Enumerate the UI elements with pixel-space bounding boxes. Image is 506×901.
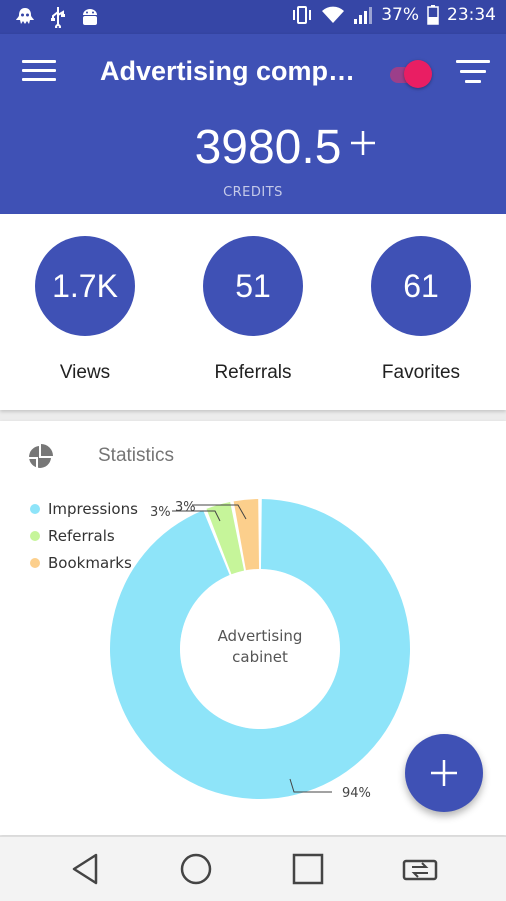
stat-referrals[interactable]: 51 Referrals: [183, 236, 323, 384]
menu-icon[interactable]: [22, 60, 56, 86]
toggle-thumb: [404, 60, 432, 88]
home-button[interactable]: [176, 851, 216, 887]
switch-sim-button[interactable]: [400, 851, 440, 887]
ghost-icon: [14, 6, 36, 28]
donut-slice-impressions: [110, 499, 410, 799]
toggle-switch[interactable]: [388, 59, 434, 89]
donut-hole: [188, 577, 332, 721]
slice-label-bookmarks: 3%: [175, 500, 196, 515]
stat-label: Favorites: [381, 362, 461, 383]
credits-value: 3980.5: [194, 121, 342, 174]
center-label-line1: Advertising: [217, 627, 303, 645]
stat-views[interactable]: 1.7K Views: [15, 236, 155, 384]
plus-icon: [351, 131, 375, 155]
slice-label-impressions: 94%: [342, 786, 371, 801]
switch-icon: [402, 859, 438, 881]
stat-circle: 61: [371, 236, 471, 336]
back-button[interactable]: [66, 851, 106, 887]
back-icon: [72, 853, 98, 885]
pie-chart-icon: [29, 444, 53, 468]
legend-dot-referrals: [30, 530, 40, 541]
leader-line: [172, 510, 221, 522]
donut-chart: [110, 499, 410, 799]
page-title: Advertising compa…: [100, 56, 368, 86]
stat-circle: 1.7K: [35, 236, 135, 336]
credits-row: 3980.5: [0, 120, 506, 175]
legend-item[interactable]: Impressions: [30, 495, 138, 522]
donut-center-label: Advertising cabinet: [190, 626, 330, 668]
legend-item[interactable]: Referrals: [30, 522, 138, 549]
leader-line: [289, 778, 332, 793]
home-icon: [180, 853, 212, 885]
add-fab-button[interactable]: [405, 734, 483, 812]
chart-legend: Impressions Referrals Bookmarks: [30, 495, 138, 576]
stat-circle: 51: [203, 236, 303, 336]
filter-icon[interactable]: [455, 60, 491, 88]
plus-icon: [431, 760, 457, 786]
legend-label: Referrals: [48, 526, 115, 545]
center-label-line2: cabinet: [232, 648, 288, 666]
clock: 23:34: [447, 5, 496, 25]
app-bar: Advertising compa… 3980.5 CREDITS: [0, 34, 506, 214]
donut-slice-bookmarks: [233, 499, 260, 571]
credits-label: CREDITS: [223, 185, 283, 200]
legend-label: Bookmarks: [48, 553, 132, 572]
status-bar: 37% 23:34: [0, 0, 506, 34]
stat-label: Referrals: [214, 362, 292, 383]
android-icon: [80, 6, 100, 28]
stats-card: 1.7K Views 51 Referrals 61 Favorites: [0, 214, 506, 410]
stat-favorites[interactable]: 61 Favorites: [351, 236, 491, 384]
legend-dot-bookmarks: [30, 557, 40, 568]
recents-button[interactable]: [288, 851, 328, 887]
leader-line: [192, 504, 247, 520]
legend-item[interactable]: Bookmarks: [30, 549, 138, 576]
legend-dot-impressions: [30, 503, 40, 514]
wifi-icon: [321, 5, 345, 25]
recents-icon: [292, 853, 324, 885]
slice-label-referrals: 3%: [150, 505, 171, 520]
stat-label: Views: [59, 362, 111, 383]
vibrate-icon: [291, 5, 313, 25]
battery-icon: [427, 5, 439, 25]
donut-slice-referrals: [206, 502, 245, 575]
usb-icon: [50, 6, 66, 28]
signal-icon: [353, 5, 373, 25]
battery-percent: 37%: [381, 5, 419, 25]
navigation-bar: [0, 836, 506, 901]
add-credits-button[interactable]: [346, 126, 380, 160]
chart-title: Statistics: [98, 445, 175, 466]
legend-label: Impressions: [48, 499, 138, 518]
